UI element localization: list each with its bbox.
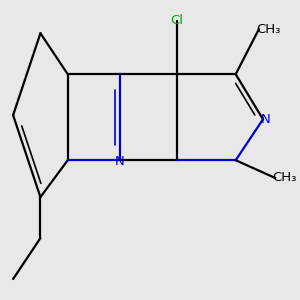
Text: N: N	[115, 155, 124, 168]
Text: Cl: Cl	[170, 14, 184, 28]
Text: N: N	[261, 113, 271, 126]
Text: CH₃: CH₃	[273, 172, 297, 184]
Text: CH₃: CH₃	[256, 23, 280, 36]
